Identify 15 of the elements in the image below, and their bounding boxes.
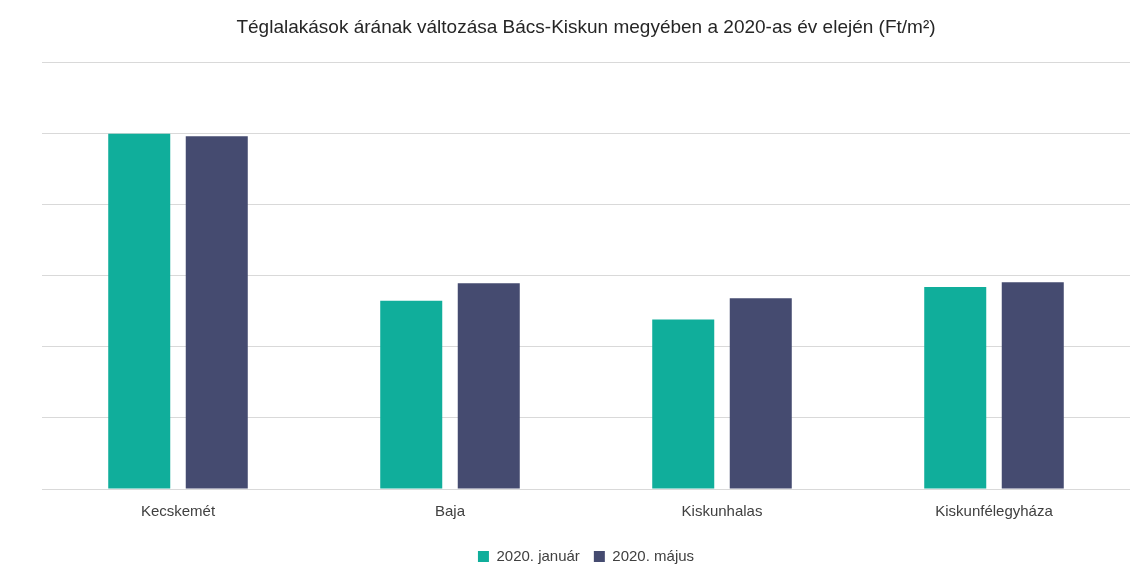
bar: [457, 283, 520, 489]
x-tick-label: Kiskunhalas: [681, 502, 763, 520]
x-tick-label: Baja: [434, 502, 466, 520]
bar: [185, 136, 248, 489]
x-tick-label: Kecskemét: [140, 502, 216, 520]
bar: [380, 300, 443, 489]
chart-title: Téglalakások árának változása Bács-Kiskun megyében a 2020-as év elején (Ft/m²): [236, 15, 936, 37]
bar: [924, 286, 987, 489]
bar: [652, 319, 715, 489]
x-tick-label: Kiskunfélegyháza: [935, 502, 1054, 520]
legend-label: 2020. január: [496, 546, 580, 564]
bar: [729, 298, 792, 489]
bar: [1001, 282, 1064, 489]
legend-label: 2020. május: [612, 546, 695, 564]
bar: [108, 133, 171, 489]
